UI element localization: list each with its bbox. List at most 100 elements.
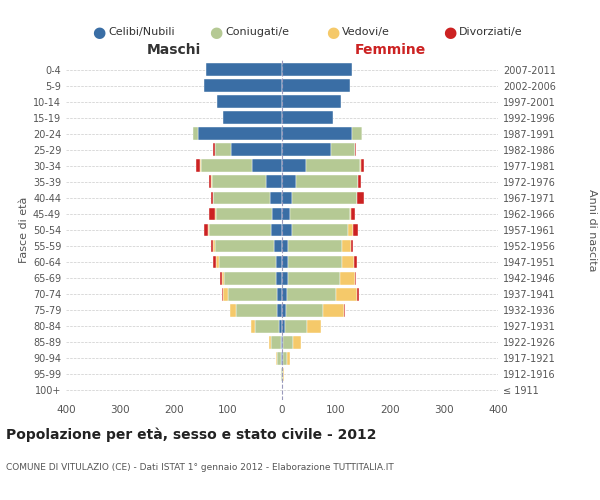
Bar bbox=[201, 160, 253, 172]
Bar bbox=[282, 224, 292, 236]
Bar bbox=[214, 240, 215, 252]
Bar bbox=[282, 352, 283, 364]
Bar bbox=[266, 176, 282, 188]
Bar bbox=[285, 320, 307, 332]
Bar bbox=[208, 224, 209, 236]
Bar bbox=[282, 304, 286, 316]
Bar bbox=[214, 144, 215, 156]
Text: ●: ● bbox=[209, 25, 223, 40]
Bar bbox=[251, 320, 255, 332]
Bar bbox=[343, 240, 350, 252]
Bar bbox=[216, 256, 219, 268]
Bar bbox=[253, 160, 282, 172]
Bar bbox=[277, 352, 281, 364]
Bar bbox=[223, 112, 282, 124]
Bar bbox=[350, 208, 355, 220]
Bar bbox=[282, 192, 292, 204]
Bar bbox=[282, 63, 352, 76]
Bar bbox=[282, 160, 307, 172]
Bar bbox=[296, 176, 358, 188]
Bar bbox=[275, 272, 282, 284]
Bar bbox=[255, 320, 280, 332]
Bar bbox=[282, 272, 289, 284]
Bar bbox=[352, 128, 362, 140]
Bar bbox=[282, 368, 283, 381]
Bar bbox=[274, 240, 282, 252]
Bar bbox=[236, 304, 277, 316]
Text: Coniugati/e: Coniugati/e bbox=[225, 28, 289, 38]
Bar bbox=[282, 240, 289, 252]
Bar bbox=[350, 240, 353, 252]
Text: COMUNE DI VITULAZIO (CE) - Dati ISTAT 1° gennaio 2012 - Elaborazione TUTTITALIA.: COMUNE DI VITULAZIO (CE) - Dati ISTAT 1°… bbox=[6, 462, 394, 471]
Bar bbox=[217, 96, 282, 108]
Bar bbox=[214, 256, 216, 268]
Bar bbox=[221, 288, 223, 300]
Bar bbox=[230, 304, 236, 316]
Bar bbox=[277, 304, 282, 316]
Bar bbox=[286, 304, 323, 316]
Bar bbox=[215, 208, 272, 220]
Bar bbox=[204, 79, 282, 92]
Text: Divorziati/e: Divorziati/e bbox=[459, 28, 523, 38]
Bar bbox=[223, 288, 228, 300]
Bar bbox=[353, 224, 358, 236]
Bar bbox=[198, 128, 282, 140]
Bar bbox=[282, 79, 349, 92]
Bar bbox=[292, 192, 356, 204]
Bar bbox=[293, 336, 301, 348]
Bar bbox=[361, 160, 364, 172]
Bar bbox=[340, 272, 355, 284]
Bar bbox=[269, 336, 271, 348]
Bar bbox=[224, 272, 275, 284]
Bar bbox=[349, 224, 353, 236]
Text: Celibi/Nubili: Celibi/Nubili bbox=[108, 28, 175, 38]
Bar bbox=[283, 352, 287, 364]
Bar bbox=[282, 144, 331, 156]
Bar bbox=[336, 288, 356, 300]
Bar bbox=[287, 352, 290, 364]
Bar bbox=[290, 208, 349, 220]
Bar bbox=[307, 320, 321, 332]
Bar bbox=[215, 144, 230, 156]
Bar bbox=[271, 224, 282, 236]
Bar bbox=[211, 192, 213, 204]
Bar bbox=[356, 288, 359, 300]
Bar bbox=[220, 272, 221, 284]
Bar bbox=[230, 144, 282, 156]
Bar bbox=[289, 272, 340, 284]
Bar bbox=[272, 208, 282, 220]
Bar bbox=[196, 160, 200, 172]
Bar bbox=[275, 256, 282, 268]
Bar bbox=[270, 192, 282, 204]
Bar bbox=[282, 176, 296, 188]
Bar bbox=[355, 272, 356, 284]
Text: ●: ● bbox=[92, 25, 106, 40]
Bar bbox=[206, 63, 282, 76]
Bar bbox=[343, 256, 355, 268]
Bar bbox=[323, 304, 344, 316]
Bar bbox=[283, 368, 284, 381]
Text: Femmine: Femmine bbox=[355, 44, 425, 58]
Bar bbox=[219, 256, 275, 268]
Bar bbox=[282, 320, 285, 332]
Text: Popolazione per età, sesso e stato civile - 2012: Popolazione per età, sesso e stato civil… bbox=[6, 428, 377, 442]
Bar bbox=[215, 240, 274, 252]
Bar bbox=[331, 144, 355, 156]
Bar bbox=[209, 224, 271, 236]
Bar bbox=[292, 224, 349, 236]
Bar bbox=[221, 272, 224, 284]
Text: Anni di nascita: Anni di nascita bbox=[587, 188, 597, 271]
Bar bbox=[349, 208, 350, 220]
Bar bbox=[280, 320, 282, 332]
Bar bbox=[277, 288, 282, 300]
Bar bbox=[307, 160, 360, 172]
Bar bbox=[287, 288, 336, 300]
Bar bbox=[271, 336, 281, 348]
Bar bbox=[282, 96, 341, 108]
Y-axis label: Fasce di età: Fasce di età bbox=[19, 197, 29, 263]
Bar bbox=[358, 176, 361, 188]
Bar bbox=[193, 128, 198, 140]
Bar bbox=[281, 352, 282, 364]
Bar bbox=[282, 256, 289, 268]
Bar bbox=[281, 368, 282, 381]
